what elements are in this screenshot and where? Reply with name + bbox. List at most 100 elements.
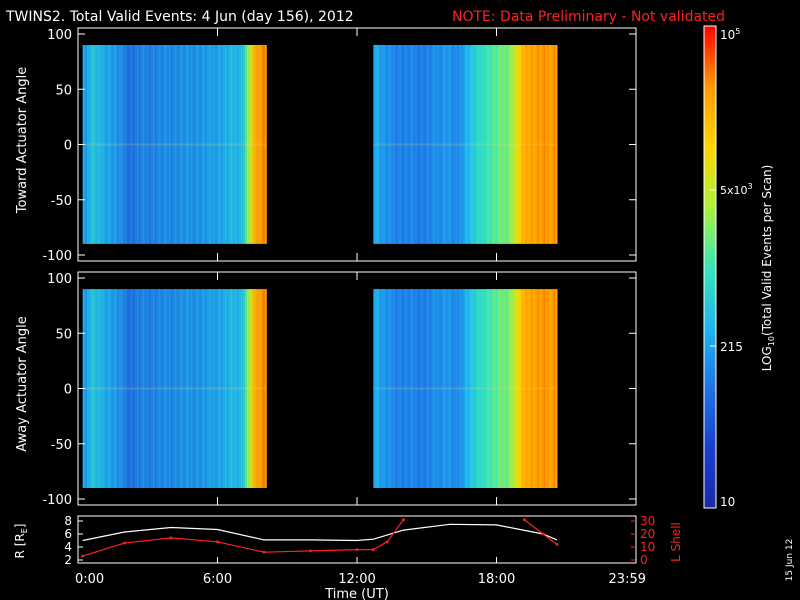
heatmap-cell (258, 289, 261, 488)
heatmap-cell (497, 289, 500, 488)
heatmap-cell (433, 45, 436, 244)
heatmap-cell (264, 289, 267, 488)
heatmap-cell (160, 289, 163, 488)
heatmap-cell (435, 45, 438, 244)
heatmap-cell (387, 289, 390, 488)
heatmap-cell (411, 45, 414, 244)
heatmap-cell (104, 289, 107, 488)
heatmap-cell (517, 45, 520, 244)
heatmap-cell (495, 45, 498, 244)
heatmap-cell (519, 45, 522, 244)
heatmap-cell (102, 45, 105, 244)
heatmap-cell (521, 45, 524, 244)
heatmap-cell (120, 45, 123, 244)
heatmap-cell (138, 45, 141, 244)
lshell-label: L Shell (669, 522, 683, 562)
heatmap-cell (94, 45, 97, 244)
heatmap-cell (429, 289, 432, 488)
heatmap-cell (549, 45, 552, 244)
heatmap-cell (252, 289, 255, 488)
heatmap-cell (184, 289, 187, 488)
heatmap-cell (425, 289, 428, 488)
heatmap-cell (395, 289, 398, 488)
heatmap-cell (441, 289, 444, 488)
heatmap-cell (447, 289, 450, 488)
heatmap-cell (236, 45, 239, 244)
heatmap-cell (437, 45, 440, 244)
heatmap-cell (212, 45, 215, 244)
preliminary-note: NOTE: Data Preliminary - Not validated (452, 9, 725, 25)
heatmap-cell (184, 45, 187, 244)
heatmap-cell (118, 289, 121, 488)
y-tick-label: 0 (64, 383, 72, 398)
heatmap-cell (511, 45, 514, 244)
heatmap-cell (166, 289, 169, 488)
y-tick-label: -50 (51, 438, 72, 453)
heatmap-cell (242, 289, 245, 488)
heatmap-cell (423, 289, 426, 488)
heatmap-cell (174, 45, 177, 244)
heatmap-cell (439, 289, 442, 488)
heatmap-cell (383, 45, 386, 244)
heatmap-cell (379, 289, 382, 488)
heatmap-cell (150, 289, 153, 488)
y-tick-label: -100 (42, 249, 72, 264)
heatmap-cell (248, 289, 251, 488)
heatmap-cell (108, 289, 111, 488)
heatmap-cell (493, 45, 496, 244)
y-tick-label: 100 (47, 272, 72, 287)
heatmap-cell (106, 45, 109, 244)
heatmap-cell (226, 45, 229, 244)
heatmap-cell (555, 289, 558, 488)
heatmap-cell (431, 289, 434, 488)
heatmap-cell (401, 45, 404, 244)
heatmap-cell (230, 45, 233, 244)
heatmap-cell (529, 289, 532, 488)
away-angle-label: Away Actuator Angle (15, 316, 30, 451)
heatmap-cell (513, 45, 516, 244)
heatmap-cell (405, 45, 408, 244)
time-tick-label: 23:59 (609, 572, 646, 587)
r-tick-label: 4 (64, 540, 72, 554)
heatmap-cell (543, 45, 546, 244)
heatmap-cell (210, 45, 213, 244)
heatmap-cell (471, 289, 474, 488)
heatmap-cell (204, 289, 207, 488)
heatmap-cell (515, 289, 518, 488)
heatmap-cell (455, 289, 458, 488)
heatmap-cell (387, 45, 390, 244)
heatmap-cell (108, 45, 111, 244)
heatmap-cell (202, 289, 205, 488)
heatmap-cell (409, 45, 412, 244)
heatmap-cell (509, 289, 512, 488)
heatmap-cell (461, 45, 464, 244)
heatmap-cell (86, 45, 89, 244)
heatmap-cell (431, 45, 434, 244)
heatmap-cell (545, 289, 548, 488)
lshell-point (541, 532, 545, 536)
heatmap-cell (411, 289, 414, 488)
heatmap-cell (158, 45, 161, 244)
heatmap-cell (256, 289, 259, 488)
heatmap-cell (459, 289, 462, 488)
heatmap-cell (164, 289, 167, 488)
heatmap-cell (228, 45, 231, 244)
heatmap-cell (262, 45, 265, 244)
heatmap-cell (475, 45, 478, 244)
heatmap-cell (98, 45, 101, 244)
heatmap-cell (447, 45, 450, 244)
heatmap-cell (487, 289, 490, 488)
heatmap-cell (100, 45, 103, 244)
heatmap-cell (254, 289, 257, 488)
heatmap-cell (421, 45, 424, 244)
time-tick-label: 6:00 (203, 572, 232, 587)
heatmap-cell (495, 289, 498, 488)
heatmap-cell (136, 289, 139, 488)
heatmap-cell (256, 45, 259, 244)
heatmap-cell (190, 45, 193, 244)
heatmap-cell (405, 289, 408, 488)
heatmap-cell (238, 45, 241, 244)
heatmap-cell (537, 289, 540, 488)
heatmap-cell (128, 289, 131, 488)
heatmap-cell (477, 45, 480, 244)
